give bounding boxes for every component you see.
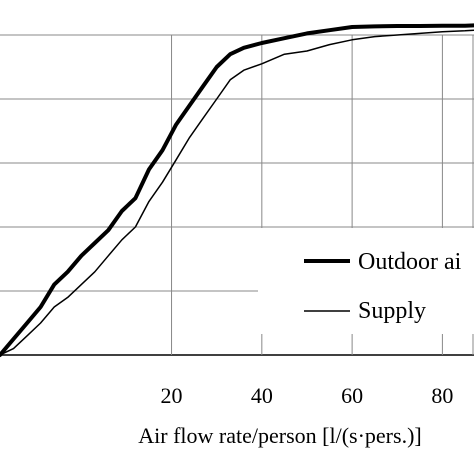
x-tick-label: 20 bbox=[161, 383, 183, 408]
x-tick-labels: 20 40 60 80 bbox=[161, 383, 454, 408]
x-axis-title: Air flow rate/person [l/(s·pers.)] bbox=[138, 423, 421, 448]
series-line-supply bbox=[0, 29, 474, 356]
series-layer bbox=[0, 23, 474, 357]
x-tick-label: 40 bbox=[251, 383, 273, 408]
legend-label-supply: Supply bbox=[358, 298, 426, 324]
series-line-outdoor bbox=[0, 23, 474, 357]
legend-label-outdoor: Outdoor ai bbox=[358, 249, 462, 275]
legend-box bbox=[258, 228, 474, 334]
x-tick-label: 60 bbox=[341, 383, 363, 408]
x-tick-label: 80 bbox=[431, 383, 453, 408]
